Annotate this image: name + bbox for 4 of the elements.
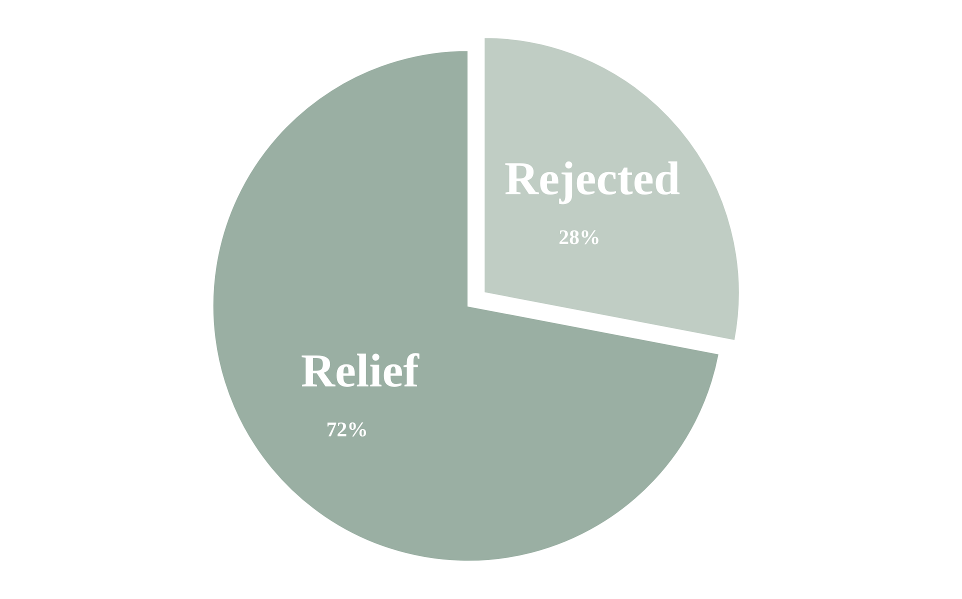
data-label: 28% [560,230,598,244]
data-label: 72% [327,422,366,437]
slice-label: Relief [302,353,420,387]
slice-label: Rejected [505,161,680,204]
